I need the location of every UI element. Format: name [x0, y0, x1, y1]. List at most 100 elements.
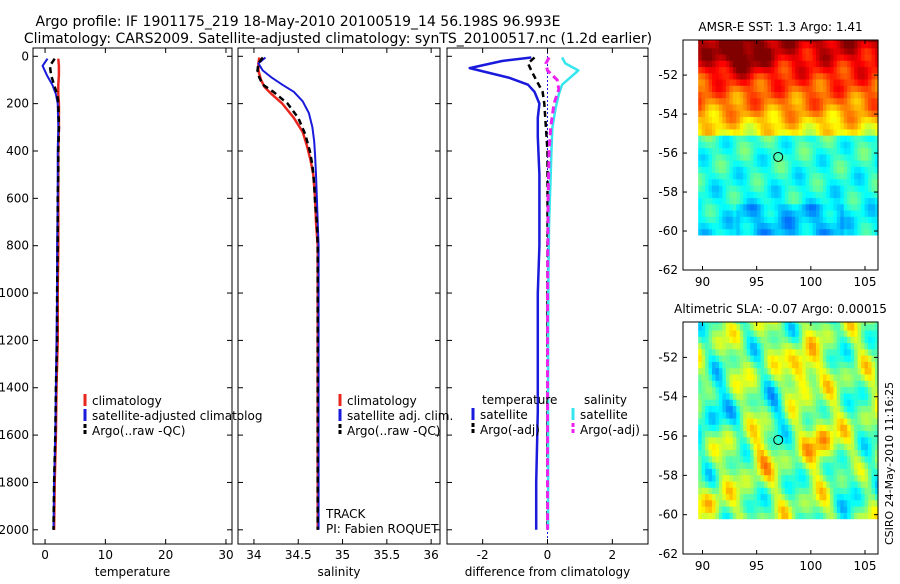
sla-map-cell — [798, 449, 803, 457]
sst-map-cell — [816, 178, 821, 186]
sla-map-cell — [875, 424, 879, 432]
sla-map-cell — [743, 342, 748, 350]
sst-map-cell — [729, 141, 734, 149]
sla-map-cell — [805, 348, 810, 356]
sla-map-cell — [788, 405, 793, 413]
sla-map-cell — [823, 348, 828, 356]
sst-map-cell — [732, 47, 737, 55]
sla-map-cell — [715, 411, 720, 419]
sst-map-cell — [701, 116, 706, 124]
sla-map-cell — [843, 342, 848, 350]
sla-map-cell — [764, 373, 769, 381]
sla-map-cell — [850, 449, 855, 457]
sla-map-cell — [833, 322, 838, 325]
sla-map-cell — [823, 436, 828, 444]
sst-map-cell — [739, 47, 744, 55]
sla-map-cell — [809, 474, 814, 482]
sst-map-cell — [875, 160, 879, 167]
sst-map-cell — [819, 228, 824, 236]
sst-map-cell — [788, 222, 793, 230]
sst-map-cell — [746, 47, 751, 55]
sst-map-cell — [732, 128, 737, 136]
sst-map-cell — [729, 91, 734, 99]
sst-map-cell — [712, 60, 717, 68]
sst-map-title: AMSR-E SST: 1.3 Argo: 1.41 — [698, 20, 862, 34]
sst-map-cell — [875, 41, 879, 49]
sst-map-cell — [788, 178, 793, 186]
sla-map-cell — [871, 323, 876, 331]
sst-map-cell — [864, 153, 869, 161]
sst-map-cell — [809, 141, 814, 149]
sla-map-cell — [725, 322, 730, 325]
sla-map-cell — [750, 512, 755, 520]
sla-map-cell — [871, 399, 876, 406]
sla-map-cell — [791, 323, 796, 331]
sst-map-cell — [739, 153, 744, 161]
sla-map-cell — [861, 355, 866, 362]
temperature-legend-label: satellite-adjusted climatolog — [92, 409, 262, 423]
sla-map-cell — [843, 417, 848, 425]
sla-map-cell — [843, 355, 848, 362]
sst-map-cell — [861, 116, 866, 124]
sla-map-cell — [698, 322, 703, 325]
temperature-ytick-label: 600 — [6, 191, 29, 205]
sla-map-cell — [857, 323, 862, 331]
sst-map-cell — [767, 228, 772, 236]
sst-map-cell — [767, 160, 772, 167]
sst-map-cell — [767, 103, 772, 111]
sst-map-cell — [771, 79, 776, 86]
sla-map-cell — [829, 424, 834, 432]
sla-map-cell — [826, 443, 831, 450]
sla-map-cell — [868, 493, 873, 501]
sst-map-cell — [753, 116, 758, 124]
sla-map-cell — [771, 329, 776, 337]
sst-map-cell — [843, 110, 848, 117]
sla-map-cell — [784, 336, 789, 344]
sst-map-cell — [764, 191, 769, 199]
sst-map-cell — [764, 222, 769, 230]
sla-map-cell — [764, 380, 769, 388]
sst-map-cell — [736, 203, 741, 211]
sla-map-cell — [823, 380, 828, 388]
sst-map-cell — [781, 79, 786, 86]
sla-map-cell — [850, 411, 855, 419]
sst-map-cell — [798, 66, 803, 74]
sla-map-cell — [736, 329, 741, 337]
sst-map-cell — [826, 153, 831, 161]
sst-map-cell — [725, 172, 730, 180]
sst-map-cell — [760, 178, 765, 186]
sst-map-cell — [840, 185, 845, 192]
sst-map-cell — [819, 122, 824, 130]
sla-map-cell — [750, 342, 755, 350]
sst-map-cell — [722, 203, 727, 211]
sla-map-cell — [812, 493, 817, 501]
sst-map-cell — [760, 41, 765, 49]
sst-map-cell — [708, 41, 713, 49]
sla-map-cell — [854, 430, 859, 438]
sst-map-cell — [753, 85, 758, 92]
sla-map-cell — [764, 323, 769, 331]
sla-map-cell — [798, 322, 803, 325]
sla-map-cell — [708, 480, 713, 488]
sst-map-cell — [805, 222, 810, 230]
figure-title-line1: Argo profile: IF 1901175_219 18-May-2010… — [36, 14, 561, 30]
sst-map-cell — [719, 153, 724, 161]
sla-map-cell — [701, 373, 706, 381]
sla-map-cell — [833, 355, 838, 362]
sla-map-cell — [802, 474, 807, 482]
sla-map-cell — [698, 506, 703, 513]
sla-map-cell — [784, 367, 789, 375]
sst-map-cell — [760, 185, 765, 192]
sst-map-cell — [753, 54, 758, 61]
sla-map-cell — [833, 348, 838, 356]
sst-map-cells — [698, 40, 879, 236]
sla-map-cell — [840, 449, 845, 457]
sla-map-cell — [736, 392, 741, 400]
sst-map-cell — [795, 66, 800, 74]
sla-map-cell — [736, 468, 741, 476]
sst-map-cell — [802, 197, 807, 205]
sla-map-cell — [875, 329, 879, 337]
sla-map-cell — [746, 322, 751, 325]
sla-map-cell — [833, 474, 838, 482]
sst-map-cell — [812, 222, 817, 230]
